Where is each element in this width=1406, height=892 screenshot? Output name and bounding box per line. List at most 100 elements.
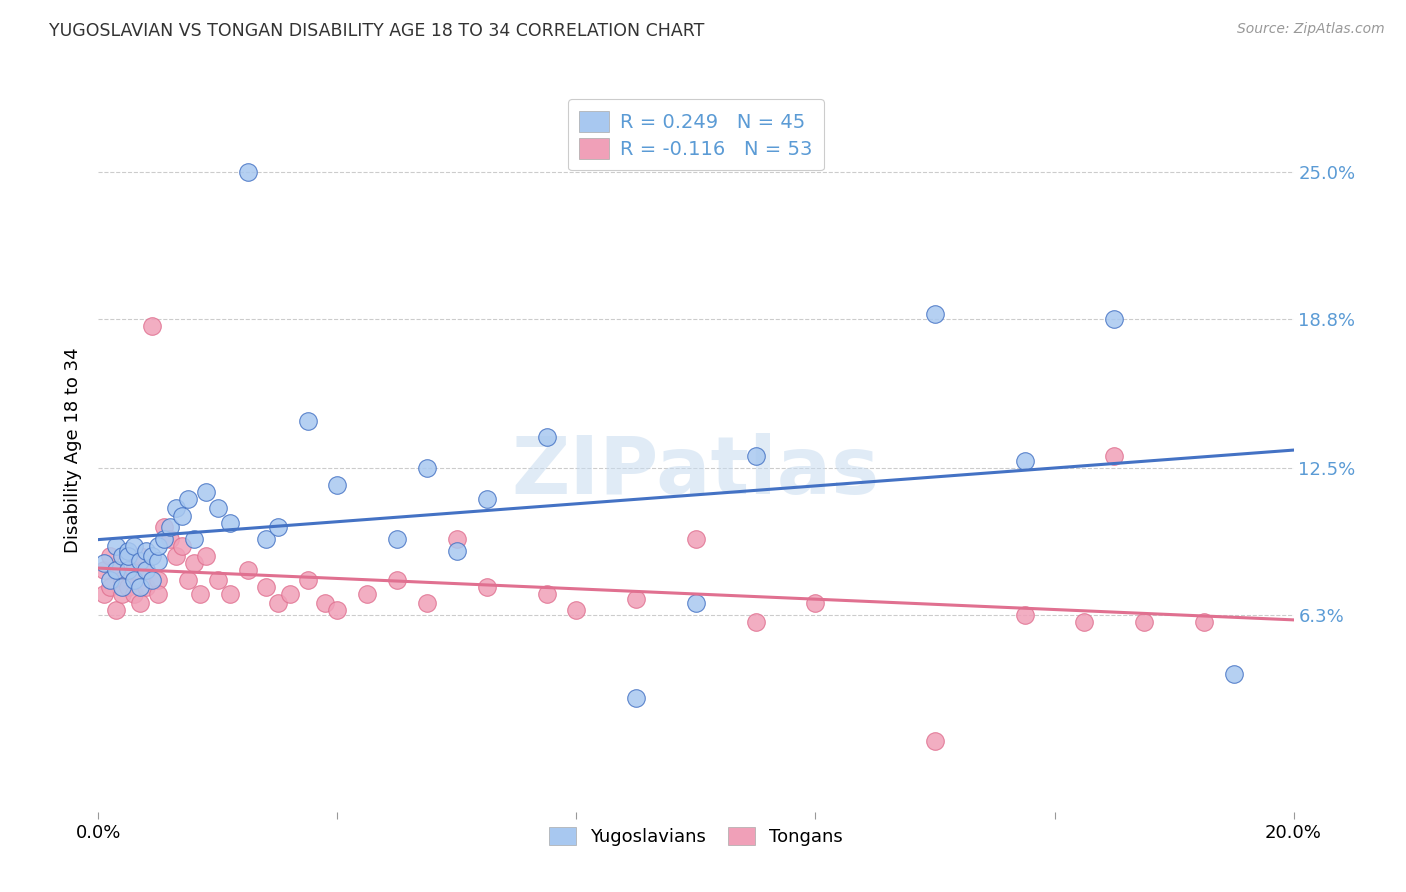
Point: [219, 587, 242, 601]
Point: [135, 563, 157, 577]
Point: [117, 544, 139, 558]
Point: [135, 580, 157, 594]
Point: [195, 484, 218, 499]
Point: [254, 580, 277, 594]
Point: [111, 549, 134, 563]
Point: [1133, 615, 1156, 630]
Point: [135, 563, 157, 577]
Point: [267, 596, 290, 610]
Point: [475, 580, 498, 594]
Point: [626, 691, 648, 706]
Point: [98, 573, 122, 587]
Point: [416, 461, 439, 475]
Point: [924, 307, 946, 321]
Point: [98, 580, 122, 594]
Point: [129, 549, 152, 563]
Point: [98, 549, 122, 563]
Point: [195, 549, 218, 563]
Point: [475, 491, 498, 506]
Point: [153, 533, 176, 547]
Point: [685, 596, 707, 610]
Point: [626, 591, 648, 606]
Point: [117, 580, 139, 594]
Point: [117, 549, 139, 563]
Text: Source: ZipAtlas.com: Source: ZipAtlas.com: [1237, 22, 1385, 37]
Point: [124, 563, 146, 577]
Point: [148, 587, 170, 601]
Point: [745, 615, 768, 630]
Point: [124, 540, 146, 554]
Point: [1192, 615, 1215, 630]
Point: [236, 563, 259, 577]
Point: [536, 587, 558, 601]
Point: [105, 603, 128, 617]
Point: [93, 563, 115, 577]
Point: [297, 414, 319, 428]
Point: [326, 478, 349, 492]
Point: [148, 540, 170, 554]
Point: [124, 587, 146, 601]
Point: [105, 563, 128, 577]
Point: [188, 587, 211, 601]
Point: [141, 549, 163, 563]
Point: [111, 587, 134, 601]
Text: YUGOSLAVIAN VS TONGAN DISABILITY AGE 18 TO 34 CORRELATION CHART: YUGOSLAVIAN VS TONGAN DISABILITY AGE 18 …: [49, 22, 704, 40]
Point: [148, 553, 170, 567]
Point: [356, 587, 378, 601]
Point: [207, 573, 229, 587]
Point: [565, 603, 588, 617]
Point: [267, 520, 290, 534]
Point: [177, 491, 200, 506]
Point: [159, 533, 181, 547]
Point: [326, 603, 349, 617]
Point: [183, 533, 205, 547]
Point: [129, 553, 152, 567]
Point: [254, 533, 277, 547]
Point: [159, 520, 181, 534]
Point: [385, 573, 409, 587]
Point: [172, 508, 194, 523]
Point: [117, 563, 139, 577]
Point: [1104, 450, 1126, 464]
Point: [105, 540, 128, 554]
Point: [111, 573, 134, 587]
Point: [1223, 667, 1246, 681]
Point: [804, 596, 827, 610]
Y-axis label: Disability Age 18 to 34: Disability Age 18 to 34: [65, 348, 83, 553]
Point: [385, 533, 409, 547]
Point: [165, 549, 187, 563]
Point: [315, 596, 337, 610]
Point: [135, 544, 157, 558]
Point: [446, 544, 468, 558]
Point: [745, 450, 768, 464]
Point: [117, 549, 139, 563]
Point: [1014, 454, 1036, 468]
Point: [446, 533, 468, 547]
Point: [129, 596, 152, 610]
Point: [129, 580, 152, 594]
Point: [236, 165, 259, 179]
Point: [219, 516, 242, 530]
Point: [1073, 615, 1095, 630]
Point: [278, 587, 301, 601]
Point: [153, 520, 176, 534]
Point: [685, 533, 707, 547]
Point: [165, 501, 187, 516]
Point: [124, 573, 146, 587]
Point: [1104, 312, 1126, 326]
Point: [148, 573, 170, 587]
Point: [207, 501, 229, 516]
Point: [536, 430, 558, 444]
Point: [416, 596, 439, 610]
Point: [93, 556, 115, 570]
Point: [183, 556, 205, 570]
Point: [111, 580, 134, 594]
Point: [105, 563, 128, 577]
Point: [297, 573, 319, 587]
Text: ZIPatlas: ZIPatlas: [512, 434, 880, 511]
Point: [1014, 608, 1036, 623]
Point: [177, 573, 200, 587]
Point: [141, 319, 163, 334]
Legend: Yugoslavians, Tongans: Yugoslavians, Tongans: [541, 820, 851, 854]
Point: [141, 573, 163, 587]
